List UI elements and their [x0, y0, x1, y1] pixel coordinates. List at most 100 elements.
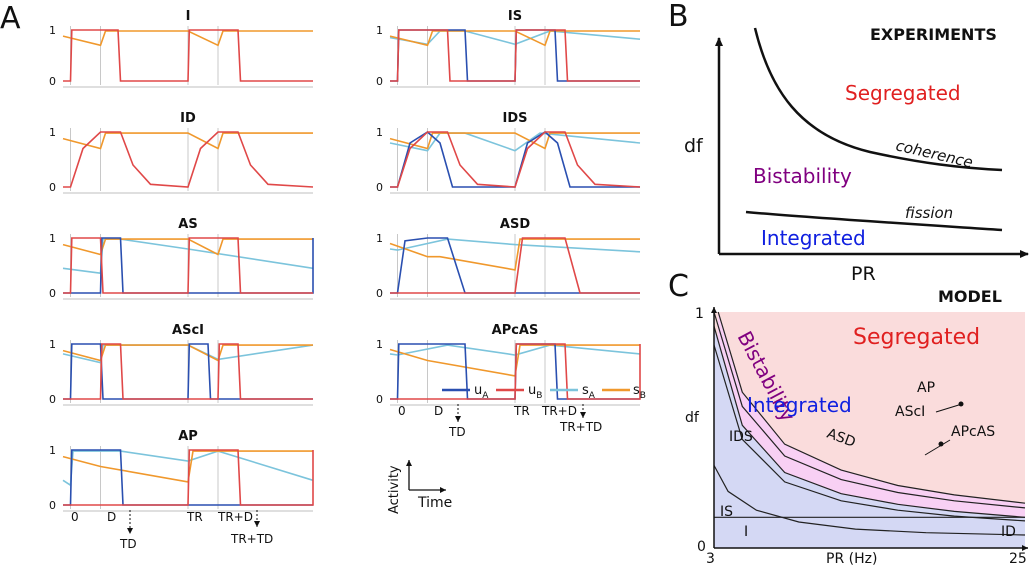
panel-c-i-label: I	[744, 524, 748, 540]
ytick-1: 1	[376, 126, 383, 139]
time-label-trd-right: TR+D	[541, 404, 577, 418]
subplot-title: ASD	[500, 217, 530, 232]
panel-c-ylabel: df	[685, 410, 700, 426]
panel-letter-b: B	[668, 0, 689, 34]
panel-c-title: MODEL	[938, 287, 1002, 306]
panel-b-segregated-label: Segregated	[845, 81, 961, 105]
series-uB	[390, 131, 641, 188]
subplot-title: I	[186, 9, 191, 24]
ytick-0: 0	[376, 181, 383, 194]
series-sB	[62, 132, 313, 150]
axes-diagram: Activity Time	[387, 460, 452, 514]
series-uB	[63, 343, 313, 400]
panel-b-bistability-label: Bistability	[753, 164, 852, 188]
fission-boundary	[745, 210, 1003, 232]
time-labels-right: 0 D TD TR TR+D TR+TD	[398, 404, 602, 439]
time-label-0: 0	[71, 510, 79, 524]
panel-c-segregated-label: Segregated	[853, 325, 980, 350]
panel-c-integrated-label: Integrated	[747, 393, 852, 417]
subplot-i: I 1 0	[49, 9, 313, 88]
time-label-trd: TR+D	[217, 510, 253, 524]
legend-label-ub: uB	[528, 383, 542, 401]
legend-label-sb: sB	[633, 383, 646, 401]
panel-c-apcas-pointer	[924, 439, 951, 456]
time-label-trtd: TR+TD	[230, 532, 273, 546]
legend-label-ua: uA	[474, 383, 489, 401]
ytick-1: 1	[376, 338, 383, 351]
ytick-1: 1	[376, 232, 383, 245]
series-uA	[63, 237, 314, 294]
time-label-tr-right: TR	[513, 404, 530, 418]
boundary-upper-inner	[713, 311, 1026, 509]
legend-ua-main: u	[474, 383, 482, 398]
panel-c-regions	[714, 312, 1025, 548]
legend-ub-sub: B	[536, 391, 542, 401]
legend: uA uB sA sB	[442, 383, 646, 401]
subplot-ap: AP 1 0	[49, 429, 314, 512]
panel-b-fission-label: fission	[905, 204, 953, 222]
time-label-d-right: D	[434, 404, 443, 418]
time-label-0-right: 0	[398, 404, 406, 418]
panel-c-apcas-label: APcAS	[951, 424, 995, 440]
panel-c-ascl-label: AScI	[895, 404, 925, 420]
subplot-title: AScI	[172, 323, 204, 338]
series-sB	[62, 30, 313, 47]
panel-b-integrated-label: Integrated	[761, 226, 866, 250]
time-label-td-right: TD	[448, 425, 466, 439]
series-uB	[63, 131, 314, 188]
ytick-1: 1	[49, 232, 56, 245]
legend-ub-main: u	[528, 383, 536, 398]
subplot-as: AS 1 0	[49, 217, 314, 300]
ytick-1: 1	[49, 126, 56, 139]
panel-c-is-label: IS	[720, 504, 733, 520]
panel-c-apcas-marker	[938, 441, 944, 447]
legend-ua-sub: A	[482, 391, 489, 401]
panel-c-ytick-1: 1	[695, 306, 704, 322]
ytick-0: 0	[49, 287, 56, 300]
legend-sa-main: s	[582, 383, 589, 398]
boundary-lower	[713, 326, 1026, 518]
axes-diagram-ylabel: Activity	[387, 465, 402, 514]
subplot-asd: ASD 1 0	[376, 217, 641, 300]
axes-diagram-xlabel: Time	[417, 495, 452, 511]
series-uB	[63, 29, 313, 82]
subplot-title: IDS	[503, 111, 528, 126]
subplot-ascl: AScI 1 0	[49, 323, 314, 406]
boundary-upper	[717, 311, 1026, 504]
subplot-title: AP	[178, 429, 198, 444]
panel-a: I10IS10ID10IDS10AS10ASD10AScI10APcAS10AP…	[49, 9, 641, 512]
ytick-0: 0	[49, 181, 56, 194]
subplot-title: IS	[508, 9, 522, 24]
ytick-1: 1	[49, 24, 56, 37]
ytick-1: 1	[49, 444, 56, 457]
legend-sb-sub: B	[640, 391, 646, 401]
panel-c-id-label: ID	[1001, 524, 1016, 540]
series-uB	[63, 449, 314, 506]
panel-c-xtick-3: 3	[706, 551, 715, 567]
ytick-1: 1	[376, 24, 383, 37]
panel-b-xlabel: PR	[851, 263, 876, 285]
boundary-is-i	[713, 465, 1026, 536]
subplot-title: ID	[180, 111, 196, 126]
series-sB	[389, 238, 640, 271]
legend-label-sa: sA	[582, 383, 596, 401]
ytick-0: 0	[49, 393, 56, 406]
panel-c-xlabel: PR (Hz)	[826, 551, 877, 567]
ytick-1: 1	[49, 338, 56, 351]
panel-c-ytick-0: 0	[697, 539, 706, 555]
subplot-id: ID 1 0	[49, 111, 314, 194]
panel-b: EXPERIMENTS df PR Segregated Bistability…	[684, 25, 1029, 285]
integrated-region	[714, 326, 1025, 548]
panel-c-ap-label: AP	[917, 380, 935, 396]
panel-c-ascl-marker	[958, 401, 964, 407]
ytick-0: 0	[376, 75, 383, 88]
series-uB	[63, 237, 313, 294]
legend-sa-sub: A	[589, 391, 596, 401]
panel-b-title: EXPERIMENTS	[870, 25, 997, 44]
panel-c-curves	[713, 311, 1026, 536]
panel-c: MODEL df PR (Hz) 1 0 3 25 Segregated Bis…	[685, 287, 1028, 567]
panel-c-ids-label: IDS	[729, 429, 753, 445]
time-label-tr: TR	[186, 510, 203, 524]
legend-sb-main: s	[633, 383, 640, 398]
coherence-boundary	[753, 27, 1003, 172]
